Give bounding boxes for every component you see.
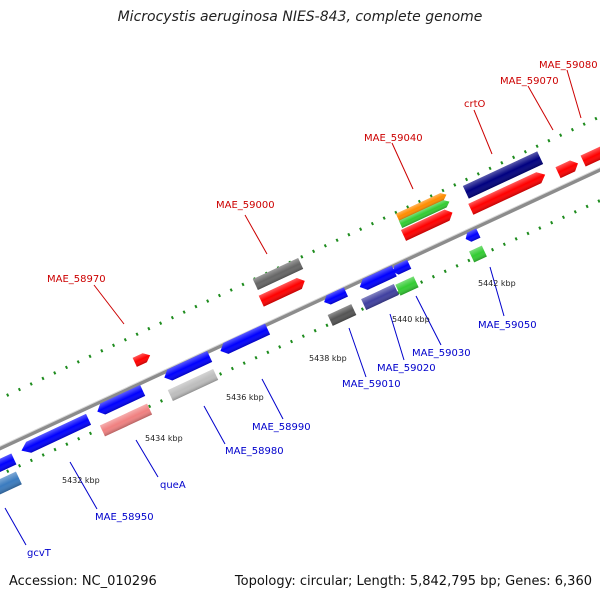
coordinate-tick-labels: 5432 kbp 5434 kbp 5436 kbp 5438 kbp 5440… — [62, 279, 516, 485]
feature-quea-blue[interactable] — [95, 384, 146, 417]
gene-label-mae-58990[interactable]: MAE_58990 — [252, 422, 311, 433]
feature-mae-59040-orange[interactable] — [395, 191, 448, 222]
gene-label-mae-59010[interactable]: MAE_59010 — [342, 379, 401, 390]
feature-mae-58980-blue[interactable] — [162, 350, 213, 383]
forward-features[interactable] — [132, 145, 600, 367]
genome-summary-text: Topology: circular; Length: 5,842,795 bp… — [234, 574, 592, 589]
feature-mae-58980[interactable] — [167, 368, 219, 402]
feature-quea[interactable] — [99, 403, 153, 437]
gene-label-mae-59030[interactable]: MAE_59030 — [412, 348, 471, 359]
gene-label-mae-58980[interactable]: MAE_58980 — [225, 446, 284, 457]
callout-mae-58980 — [203, 405, 226, 445]
gene-label-mae-58950[interactable]: MAE_58950 — [95, 512, 154, 523]
tick-label: 5438 kbp — [309, 354, 347, 363]
forward-gene-labels: MAE_58970 MAE_59000 MAE_59040 crtO MAE_5… — [47, 60, 598, 285]
callout-mae-59080 — [566, 69, 582, 119]
reverse-gene-labels: gcvT MAE_58950 queA MAE_58980 MAE_58990 … — [27, 320, 537, 559]
feature-mae-58990-upper[interactable] — [252, 257, 304, 291]
gene-label-mae-59020[interactable]: MAE_59020 — [377, 363, 436, 374]
feature-mae-59080[interactable] — [580, 145, 600, 167]
callout-gcvt — [4, 507, 27, 546]
tick-label: 5442 kbp — [478, 279, 516, 288]
tick-label: 5440 kbp — [392, 315, 430, 324]
reverse-ruler-outer — [0, 198, 600, 477]
feature-mae-58990[interactable] — [218, 323, 271, 357]
backbone-line — [0, 167, 600, 451]
gene-label-mae-59040[interactable]: MAE_59040 — [364, 133, 423, 144]
feature-mae-59010[interactable] — [327, 304, 357, 326]
callout-lines — [4, 69, 582, 546]
callout-mae-58970 — [93, 284, 125, 325]
gene-label-quea[interactable]: queA — [160, 480, 186, 491]
callout-mae-59030 — [415, 295, 442, 346]
feature-gcvt[interactable] — [0, 471, 22, 495]
callout-mae-59040 — [391, 142, 414, 190]
feature-mae-59020-blue[interactable] — [357, 265, 397, 293]
feature-mae-59010-blue[interactable] — [322, 287, 348, 306]
reverse-features[interactable] — [0, 228, 487, 495]
callout-mae-59070 — [527, 85, 554, 131]
accession-text: Accession: NC_010296 — [9, 574, 157, 589]
feature-mae-59070[interactable] — [555, 158, 580, 179]
callout-mae-58950 — [69, 461, 98, 510]
gene-label-mae-59050[interactable]: MAE_59050 — [478, 320, 537, 331]
ruler-dots — [0, 115, 600, 477]
page-title: Microcystis aeruginosa NIES-843, complet… — [117, 9, 483, 25]
gene-label-mae-59070[interactable]: MAE_59070 — [500, 76, 559, 87]
gene-label-mae-59000[interactable]: MAE_59000 — [216, 200, 275, 211]
callout-crto — [473, 109, 493, 155]
feature-mae-59000[interactable] — [258, 275, 308, 307]
feature-mae-59050-blue[interactable] — [464, 228, 481, 244]
feature-crto-dark[interactable] — [462, 151, 544, 199]
callout-mae-59050 — [489, 266, 505, 317]
callout-mae-59000 — [244, 214, 268, 255]
callout-mae-59020 — [389, 313, 405, 361]
backbone-highlight — [0, 167, 600, 447]
feature-mae-58970[interactable] — [132, 351, 153, 367]
feature-mae-59020[interactable] — [361, 283, 399, 311]
forward-ruler-outer — [0, 115, 600, 401]
feature-mae-59030-blue[interactable] — [391, 259, 412, 277]
backbone — [0, 167, 600, 451]
feature-mae-59050[interactable] — [469, 245, 487, 263]
tick-label: 5434 kbp — [145, 434, 183, 443]
feature-mae-58950[interactable] — [19, 413, 92, 456]
tick-label: 5432 kbp — [62, 476, 100, 485]
gene-label-crto[interactable]: crtO — [464, 99, 486, 110]
tick-label: 5436 kbp — [226, 393, 264, 402]
feature-gcvt-blue[interactable] — [0, 453, 17, 475]
gene-label-gcvt[interactable]: gcvT — [27, 548, 52, 559]
feature-mae-59040[interactable] — [400, 207, 455, 241]
callout-mae-59010 — [348, 327, 367, 378]
feature-mae-59030[interactable] — [395, 276, 419, 296]
feature-crto[interactable] — [468, 169, 547, 215]
gene-label-mae-59080[interactable]: MAE_59080 — [539, 60, 598, 71]
callout-mae-58990 — [261, 378, 284, 420]
callout-quea — [135, 439, 159, 478]
feature-mae-59040-green[interactable] — [398, 198, 451, 229]
gene-label-mae-58970[interactable]: MAE_58970 — [47, 274, 106, 285]
